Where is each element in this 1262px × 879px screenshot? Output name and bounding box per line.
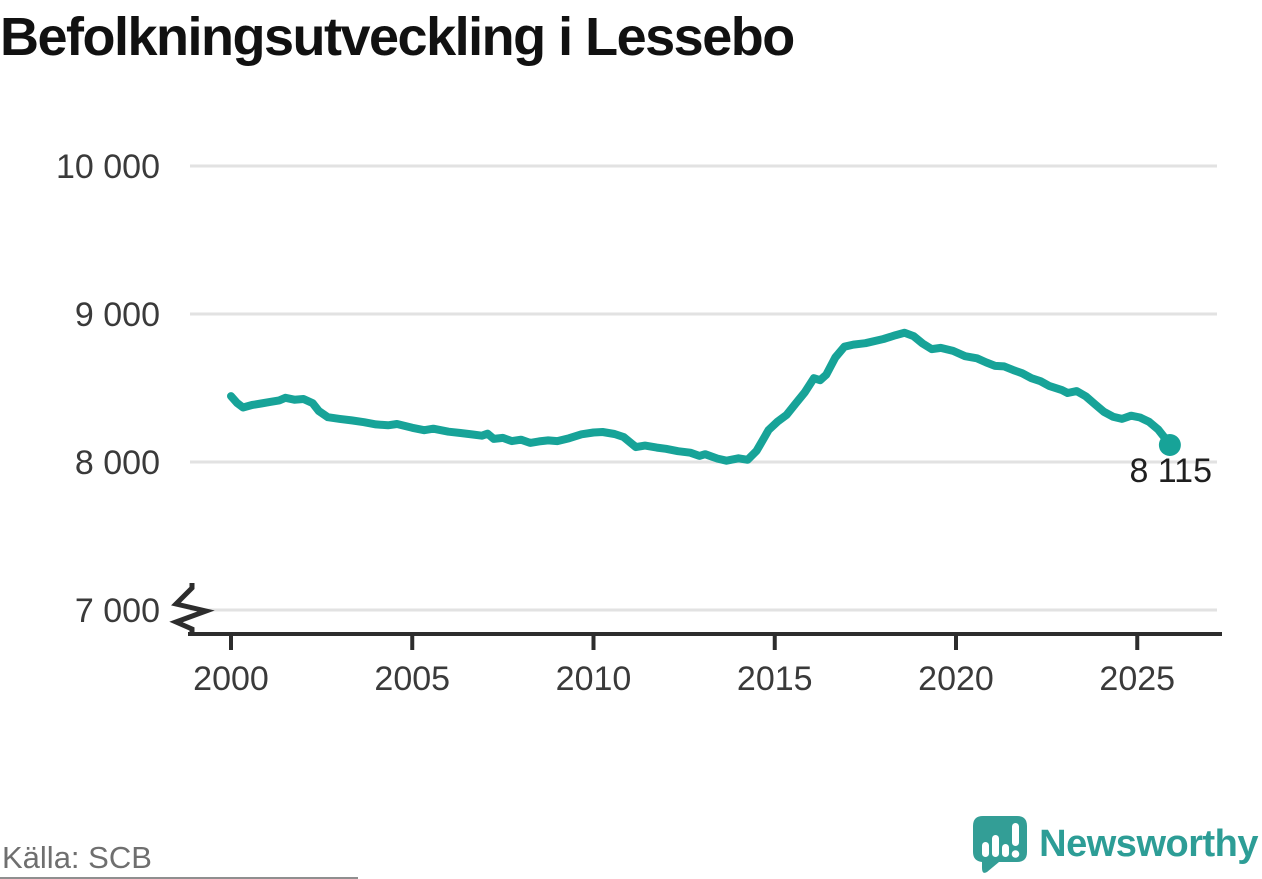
y-tick-label: 9 000 <box>75 296 160 334</box>
page-title: Befolkningsutveckling i Lessebo <box>0 7 795 67</box>
y-tick-label: 7 000 <box>75 592 160 630</box>
newsworthy-logo-link[interactable]: Newsworthy <box>971 815 1258 873</box>
x-tick-label: 2005 <box>374 660 450 698</box>
y-tick-label: 8 000 <box>75 444 160 482</box>
bottom-edge-artifact <box>0 877 358 879</box>
last-value-label: 8 115 <box>1129 452 1212 490</box>
newsworthy-logo-icon <box>973 816 1028 873</box>
population-series-line <box>227 328 1174 465</box>
x-tick-label: 2000 <box>193 660 269 698</box>
axis-break-icon <box>169 583 215 634</box>
y-tick-label: 10 000 <box>56 148 160 186</box>
source-text: Källa: SCB <box>2 840 152 875</box>
x-tick-label: 2015 <box>737 660 813 698</box>
newsworthy-wordmark: Newsworthy <box>1039 822 1258 865</box>
x-tick-label: 2010 <box>556 660 632 698</box>
last-point-dot <box>1158 433 1181 456</box>
x-tick-label: 2025 <box>1099 660 1175 698</box>
x-tick-label: 2020 <box>918 660 994 698</box>
